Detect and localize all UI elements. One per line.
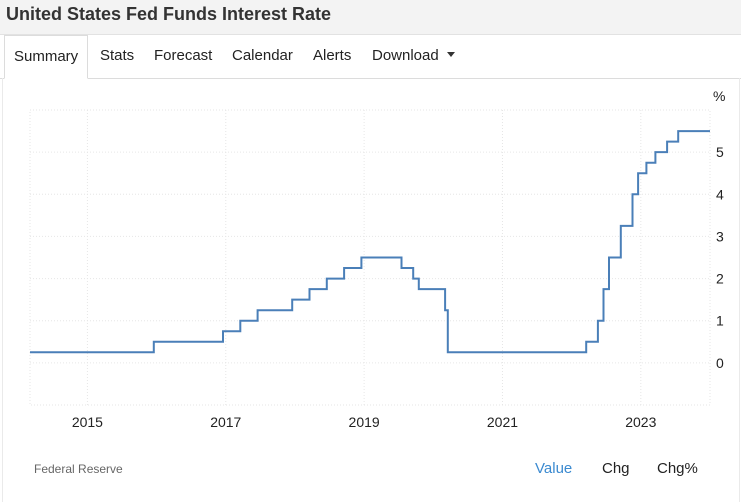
tab-alerts[interactable]: Alerts bbox=[304, 35, 360, 77]
tab-stats-label: Stats bbox=[100, 47, 135, 64]
chevron-down-icon bbox=[446, 51, 455, 57]
y-tick-label: 3 bbox=[716, 228, 724, 244]
tab-download-label: Download bbox=[372, 47, 439, 64]
x-tick-label: 2023 bbox=[625, 414, 656, 428]
tab-download[interactable]: Download bbox=[363, 35, 464, 77]
series-line bbox=[30, 130, 710, 354]
tab-stats[interactable]: Stats bbox=[91, 35, 143, 77]
y-tick-label: 5 bbox=[716, 144, 724, 160]
metric-chg-button[interactable]: Chg bbox=[602, 460, 630, 477]
metric-chg-percent-button[interactable]: Chg% bbox=[657, 460, 698, 477]
tab-summary[interactable]: Summary bbox=[4, 35, 89, 79]
y-axis-unit-label: % bbox=[713, 88, 725, 104]
tab-summary-label: Summary bbox=[14, 48, 79, 65]
y-tick-label: 2 bbox=[716, 271, 724, 287]
x-tick-label: 2015 bbox=[72, 414, 103, 428]
tab-calendar[interactable]: Calendar bbox=[223, 35, 302, 77]
y-tick-label: 1 bbox=[716, 313, 724, 329]
chart-panel bbox=[2, 78, 740, 502]
plot-frame bbox=[29, 109, 711, 406]
fed-funds-line-chart[interactable]: 0 1 2 3 4 5% 2015 2017 2019 2021 2023 bbox=[0, 78, 741, 428]
tab-alerts-label: Alerts bbox=[313, 47, 352, 64]
tab-calendar-label: Calendar bbox=[232, 47, 293, 64]
x-tick-label: 2021 bbox=[487, 414, 518, 428]
y-tick-label: 4 bbox=[716, 186, 724, 202]
source-label: Federal Reserve bbox=[34, 462, 123, 476]
tab-forecast[interactable]: Forecast bbox=[145, 35, 221, 77]
title-bar: United States Fed Funds Interest Rate bbox=[0, 0, 741, 35]
tab-bar: Summary Stats Forecast Calendar Alerts D… bbox=[0, 35, 741, 79]
page-title: United States Fed Funds Interest Rate bbox=[6, 4, 332, 24]
series-layer bbox=[30, 130, 710, 354]
x-tick-label: 2019 bbox=[349, 414, 380, 428]
tab-forecast-label: Forecast bbox=[154, 47, 213, 64]
axis-layer: 0 1 2 3 4 5% 2015 2017 2019 2021 2023 bbox=[72, 88, 726, 428]
x-tick-label: 2017 bbox=[210, 414, 241, 428]
metric-value-button[interactable]: Value bbox=[535, 460, 573, 477]
y-tick-label: 0 bbox=[716, 355, 724, 371]
